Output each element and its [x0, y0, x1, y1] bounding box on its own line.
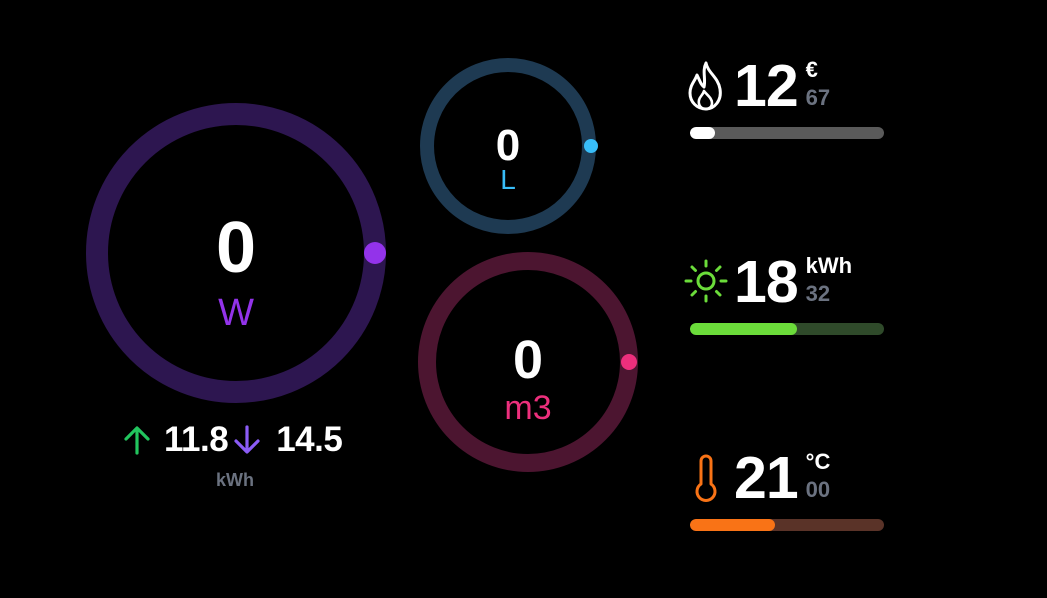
energy-flow-unit: kWh	[216, 470, 254, 490]
cost-progress-bar	[690, 127, 884, 139]
gas-unit: m3	[504, 389, 552, 427]
import-value: 11.8	[164, 420, 229, 459]
cost-decimal: 67	[805, 85, 831, 110]
water-gauge-dot	[584, 139, 598, 153]
solar-progress-fill	[690, 323, 797, 335]
export-value: 14.5	[276, 420, 343, 459]
flame-icon	[688, 61, 722, 111]
water-value: 0	[495, 121, 521, 170]
solar-stat: 18 kWh 32	[684, 249, 894, 335]
water-gauge	[420, 58, 598, 234]
solar-value: 18	[734, 249, 799, 315]
solar-progress-bar	[690, 323, 884, 335]
energy-flow: 11.8 14.5	[120, 420, 360, 460]
temperature-stat: 21 °C 00	[684, 445, 894, 531]
power-gauge-dot	[364, 242, 386, 264]
cost-stat: 12 € 67	[684, 53, 894, 139]
gas-value: 0	[512, 330, 544, 390]
thermometer-icon	[695, 454, 717, 502]
gas-gauge	[418, 252, 638, 472]
temperature-progress-fill	[690, 519, 776, 531]
gas-gauge-dot	[621, 354, 637, 370]
water-unit: L	[500, 164, 516, 195]
power-value: 0	[215, 208, 257, 288]
temperature-unit: °C	[805, 449, 831, 474]
cost-progress-fill	[690, 127, 716, 139]
temperature-decimal: 00	[805, 477, 831, 502]
cost-value: 12	[734, 53, 799, 119]
temperature-value: 21	[734, 445, 799, 511]
solar-unit: kWh	[805, 253, 853, 278]
temperature-progress-bar	[690, 519, 884, 531]
arrow-up-icon	[124, 426, 150, 455]
power-gauge	[86, 103, 386, 403]
arrow-down-icon	[234, 425, 260, 454]
cost-unit: €	[805, 57, 818, 82]
power-unit: W	[218, 292, 254, 334]
sun-icon	[684, 259, 728, 303]
solar-decimal: 32	[805, 281, 831, 306]
